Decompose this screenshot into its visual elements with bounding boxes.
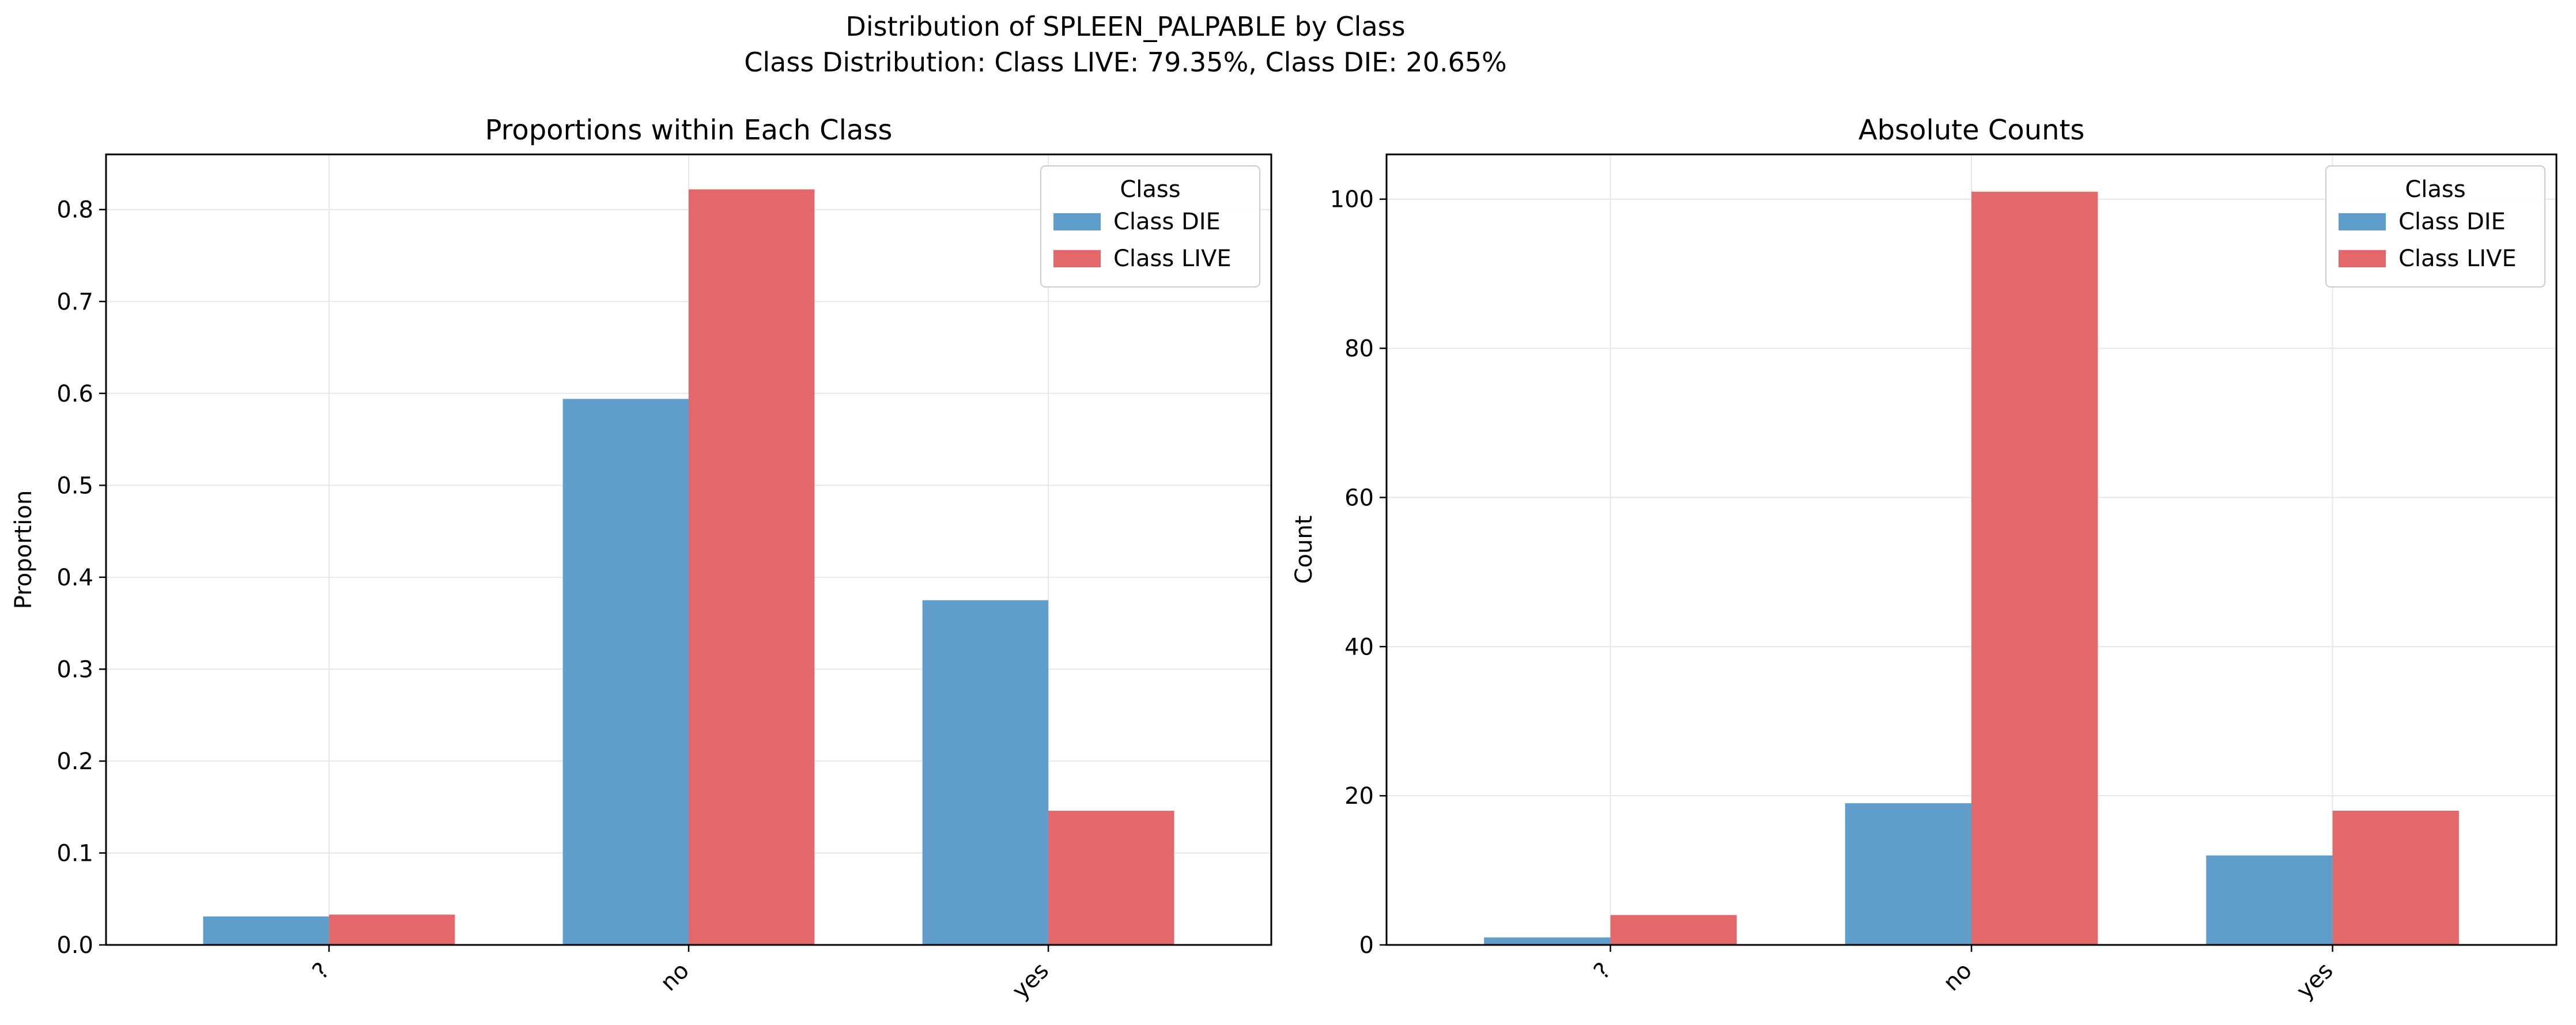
legend-title: Class	[2405, 176, 2465, 203]
legend-swatch-class-die	[2339, 213, 2386, 230]
bar-class-live-0	[328, 914, 455, 945]
y-tick-label: 0.7	[56, 289, 93, 315]
bar-class-die-0	[1484, 937, 1611, 945]
legend: Class Class DIE Class LIVE	[2325, 165, 2545, 288]
y-tick-label: 0.0	[56, 932, 93, 959]
suptitle-line-1: Distribution of SPLEEN_PALPABLE by Class	[845, 11, 1405, 42]
x-tick-label: yes	[2291, 958, 2338, 1004]
bar-class-live-1	[689, 189, 815, 945]
bar-class-live-2	[1048, 811, 1174, 945]
counts-chart: 0 20 40 60 80 100? no yes Absolute Counts Count Cl…	[1291, 114, 2558, 1004]
legend-label-class-die: Class DIE	[1113, 209, 1221, 235]
legend-title: Class	[1120, 176, 1180, 203]
y-axis-label: Count	[1291, 516, 1317, 584]
legend-label-class-live: Class LIVE	[2399, 245, 2517, 272]
legend-swatch-class-die	[1053, 213, 1101, 230]
y-tick-label: 40	[1344, 634, 1374, 660]
y-tick-label: 100	[1330, 187, 1374, 213]
y-tick-label: 0.1	[56, 840, 93, 867]
legend: Class Class DIE Class LIVE	[1040, 165, 1260, 288]
y-axis-label: Proportion	[10, 490, 37, 609]
x-tick-label: ?	[1589, 958, 1616, 985]
bar-class-die-1	[562, 399, 689, 945]
bar-class-die-1	[1845, 803, 1971, 945]
x-tick-label: ?	[307, 958, 335, 985]
proportions-chart: 0.0 0.1 0.2 0.3 0.4 0.5 0.6 0.7 0.8? no yes Proport…	[10, 114, 1272, 1004]
bar-class-die-2	[922, 600, 1049, 945]
y-tick-label: 0.6	[56, 381, 93, 407]
bar-class-live-0	[1610, 915, 1737, 945]
suptitle-line-2: Class Distribution: Class LIVE: 79.35%, …	[744, 47, 1506, 78]
legend-swatch-class-live	[2339, 250, 2386, 267]
y-tick-label: 80	[1344, 336, 1374, 362]
y-tick-label: 0.2	[56, 748, 93, 775]
bar-class-live-1	[1971, 191, 2098, 945]
y-tick-label: 0	[1359, 932, 1374, 959]
y-tick-label: 0.4	[56, 565, 93, 591]
x-tick-label: no	[655, 958, 694, 997]
x-tick-label: no	[1938, 958, 1977, 997]
y-tick-label: 0.3	[56, 656, 93, 683]
subplot-title: Absolute Counts	[1859, 114, 2085, 146]
subplot-title: Proportions within Each Class	[485, 114, 893, 146]
y-tick-label: 60	[1344, 485, 1374, 511]
x-tick-label: yes	[1007, 958, 1054, 1004]
bar-class-die-2	[2206, 855, 2333, 945]
legend-swatch-class-live	[1053, 250, 1101, 267]
bar-class-live-2	[2332, 811, 2459, 945]
legend-label-class-die: Class DIE	[2399, 209, 2506, 235]
y-tick-label: 0.8	[56, 197, 93, 224]
legend-label-class-live: Class LIVE	[1113, 245, 1232, 272]
bar-class-die-0	[203, 916, 329, 945]
y-tick-label: 20	[1344, 783, 1374, 810]
y-tick-label: 0.5	[56, 472, 93, 499]
